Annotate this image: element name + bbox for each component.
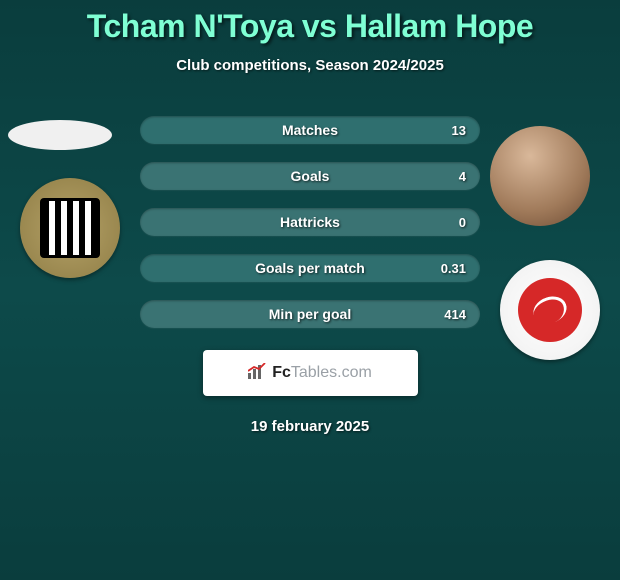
shrimp-icon: [530, 292, 571, 328]
stat-row: Matches 13: [140, 116, 480, 144]
stat-row: Min per goal 414: [140, 300, 480, 328]
stat-row: Hattricks 0: [140, 208, 480, 236]
player-left-avatar: [8, 120, 112, 150]
club-left-badge-inner: [40, 198, 100, 258]
stat-label: Goals: [291, 168, 330, 184]
stat-value-right: 0.31: [441, 261, 466, 276]
stat-value-right: 414: [444, 307, 466, 322]
club-left-badge: [20, 178, 120, 278]
brand-badge[interactable]: FcTables.com: [203, 350, 418, 396]
page-title: Tcham N'Toya vs Hallam Hope: [0, 8, 620, 45]
stat-value-right: 13: [452, 123, 466, 138]
brand-suffix: Tables.com: [291, 364, 372, 381]
stat-label: Min per goal: [269, 306, 351, 322]
brand-text: FcTables.com: [272, 364, 372, 382]
stat-label: Matches: [282, 122, 338, 138]
stat-label: Goals per match: [255, 260, 365, 276]
stat-row: Goals 4: [140, 162, 480, 190]
stat-row: Goals per match 0.31: [140, 254, 480, 282]
stat-value-right: 4: [459, 169, 466, 184]
club-right-badge-inner: [518, 278, 582, 342]
stat-value-right: 0: [459, 215, 466, 230]
subtitle: Club competitions, Season 2024/2025: [0, 57, 620, 74]
club-right-badge: [500, 260, 600, 360]
brand-prefix: Fc: [272, 364, 291, 381]
stat-label: Hattricks: [280, 214, 340, 230]
player-right-avatar: [490, 126, 590, 226]
chart-icon: [248, 363, 266, 384]
date-label: 19 february 2025: [0, 418, 620, 435]
